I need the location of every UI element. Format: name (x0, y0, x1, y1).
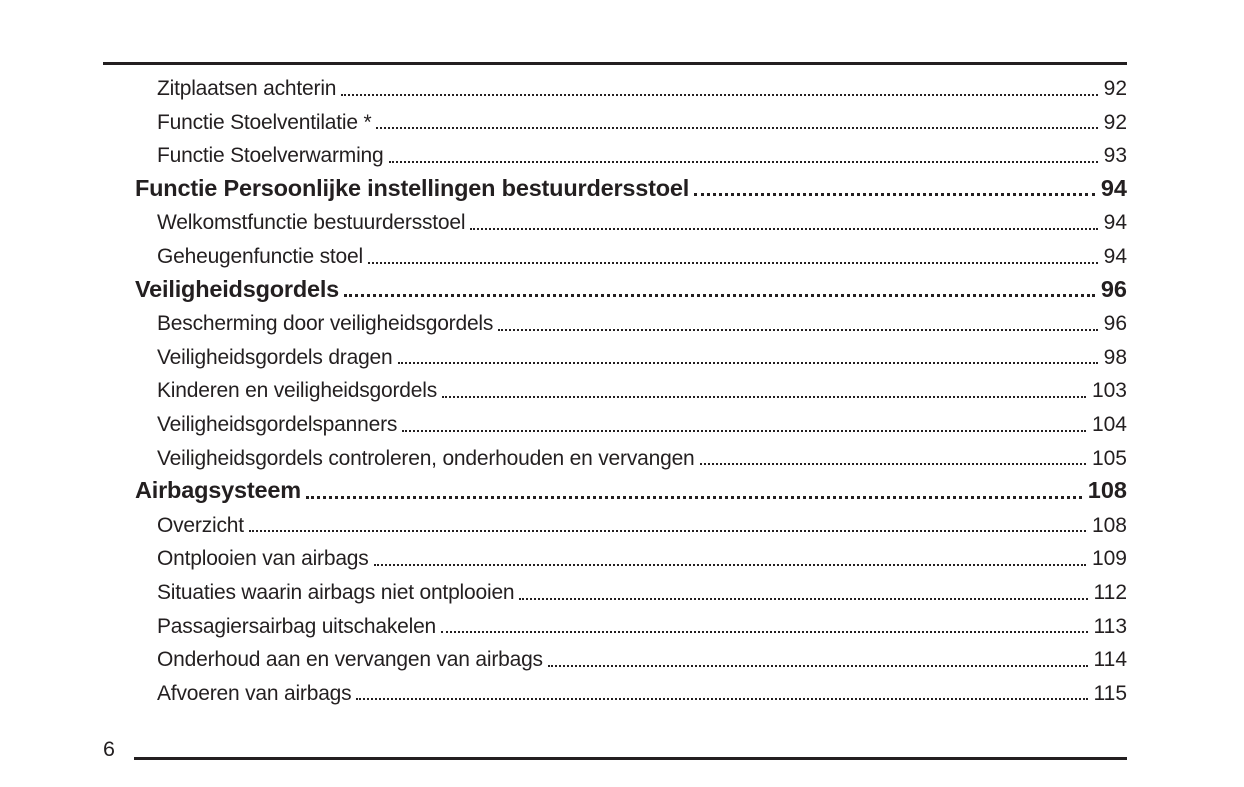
toc-entry-page: 92 (1103, 77, 1127, 101)
page-footer: 6 (103, 735, 1127, 761)
toc-entry-page: 92 (1103, 110, 1127, 134)
toc-entry: Functie Stoelverwarming 93 (135, 134, 1127, 168)
toc-entry: Functie Stoelventilatie * 92 (135, 101, 1127, 135)
toc-list: Zitplaatsen achterin 92 Functie Stoelven… (135, 67, 1127, 705)
toc-entry-page: 108 (1087, 477, 1127, 504)
toc-entry: Functie Persoonlijke instellingen bestuu… (135, 168, 1127, 202)
toc-dotted-leader (498, 328, 1098, 331)
toc-dotted-leader (248, 530, 1086, 533)
toc-entry: Zitplaatsen achterin 92 (135, 67, 1127, 101)
toc-entry-page: 94 (1103, 245, 1127, 269)
toc-entry-label: Functie Stoelventilatie * (157, 110, 372, 134)
toc-dotted-leader (694, 193, 1095, 197)
toc-entry-page: 108 (1091, 513, 1127, 537)
toc-entry-label: Geheugenfunctie stoel (157, 245, 363, 269)
toc-entry-page: 103 (1091, 379, 1127, 403)
toc-dotted-leader (341, 93, 1098, 96)
toc-entry-label: Airbagsysteem (135, 477, 301, 504)
toc-dotted-leader (305, 495, 1082, 499)
toc-entry: Situaties waarin airbags niet ontplooien… (135, 571, 1127, 605)
toc-entry-label: Veiligheidsgordels (135, 275, 340, 302)
toc-entry-label: Functie Persoonlijke instellingen bestuu… (135, 175, 690, 202)
toc-entry-label: Kinderen en veiligheidsgordels (157, 379, 438, 403)
toc-dotted-leader (441, 631, 1088, 634)
toc-dotted-leader (442, 395, 1086, 398)
toc-entry-page: 112 (1093, 580, 1127, 604)
toc-dotted-leader (397, 362, 1098, 365)
bottom-divider (133, 757, 1127, 761)
toc-entry-page: 96 (1103, 312, 1127, 336)
toc-entry-label: Welkomstfunctie bestuurdersstoel (157, 211, 466, 235)
page-number: 6 (103, 736, 115, 761)
toc-entry: Veiligheidsgordels 96 (135, 269, 1127, 303)
toc-dotted-leader (519, 597, 1088, 600)
toc-entry-label: Veiligheidsgordelspanners (157, 413, 398, 437)
toc-entry-page: 94 (1103, 211, 1127, 235)
toc-entry-page: 113 (1093, 614, 1127, 638)
top-divider (103, 62, 1127, 65)
toc-entry-label: Overzicht (157, 513, 244, 537)
toc-entry: Bescherming door veiligheidsgordels 96 (135, 302, 1127, 336)
toc-entry-page: 109 (1091, 547, 1127, 571)
toc-entry: Onderhoud aan en vervangen van airbags 1… (135, 638, 1127, 672)
toc-entry: Overzicht 108 (135, 504, 1127, 538)
toc-entry-label: Passagiersairbag uitschakelen (157, 614, 437, 638)
toc-dotted-leader (402, 429, 1086, 432)
toc-dotted-leader (547, 664, 1088, 667)
toc-entry-label: Functie Stoelverwarming (157, 144, 384, 168)
toc-entry: Welkomstfunctie bestuurdersstoel 94 (135, 201, 1127, 235)
toc-dotted-leader (388, 160, 1098, 163)
toc-entry-page: 94 (1100, 175, 1127, 202)
toc-entry-page: 98 (1103, 345, 1127, 369)
toc-entry-label: Veiligheidsgordels dragen (157, 345, 393, 369)
toc-entry: Passagiersairbag uitschakelen 113 (135, 605, 1127, 639)
toc-entry-page: 105 (1091, 446, 1127, 470)
toc-dotted-leader (699, 463, 1086, 466)
toc-entry: Kinderen en veiligheidsgordels 103 (135, 369, 1127, 403)
toc-entry: Veiligheidsgordels controleren, onderhou… (135, 437, 1127, 471)
toc-entry: Afvoeren van airbags 115 (135, 672, 1127, 706)
toc-dotted-leader (373, 563, 1086, 566)
toc-entry: Airbagsysteem 108 (135, 470, 1127, 504)
toc-dotted-leader (470, 227, 1098, 230)
toc-entry: Veiligheidsgordels dragen 98 (135, 336, 1127, 370)
toc-entry-page: 96 (1100, 275, 1127, 302)
toc-dotted-leader (344, 294, 1095, 298)
toc-entry: Geheugenfunctie stoel 94 (135, 235, 1127, 269)
toc-entry-label: Situaties waarin airbags niet ontplooien (157, 580, 515, 604)
toc-entry-label: Afvoeren van airbags (157, 681, 352, 705)
toc-entry: Veiligheidsgordelspanners 104 (135, 403, 1127, 437)
toc-entry-page: 115 (1093, 681, 1127, 705)
toc-entry-label: Veiligheidsgordels controleren, onderhou… (157, 446, 695, 470)
toc-dotted-leader (356, 698, 1088, 701)
toc-entry-page: 114 (1093, 648, 1127, 672)
toc-dotted-leader (367, 261, 1098, 264)
toc-entry-label: Bescherming door veiligheidsgordels (157, 312, 494, 336)
toc-entry-label: Ontplooien van airbags (157, 547, 369, 571)
toc-entry: Ontplooien van airbags 109 (135, 537, 1127, 571)
toc-entry-page: 104 (1091, 413, 1127, 437)
toc-entry-page: 93 (1103, 144, 1127, 168)
toc-entry-label: Zitplaatsen achterin (157, 77, 337, 101)
toc-dotted-leader (376, 127, 1098, 130)
toc-entry-label: Onderhoud aan en vervangen van airbags (157, 648, 543, 672)
